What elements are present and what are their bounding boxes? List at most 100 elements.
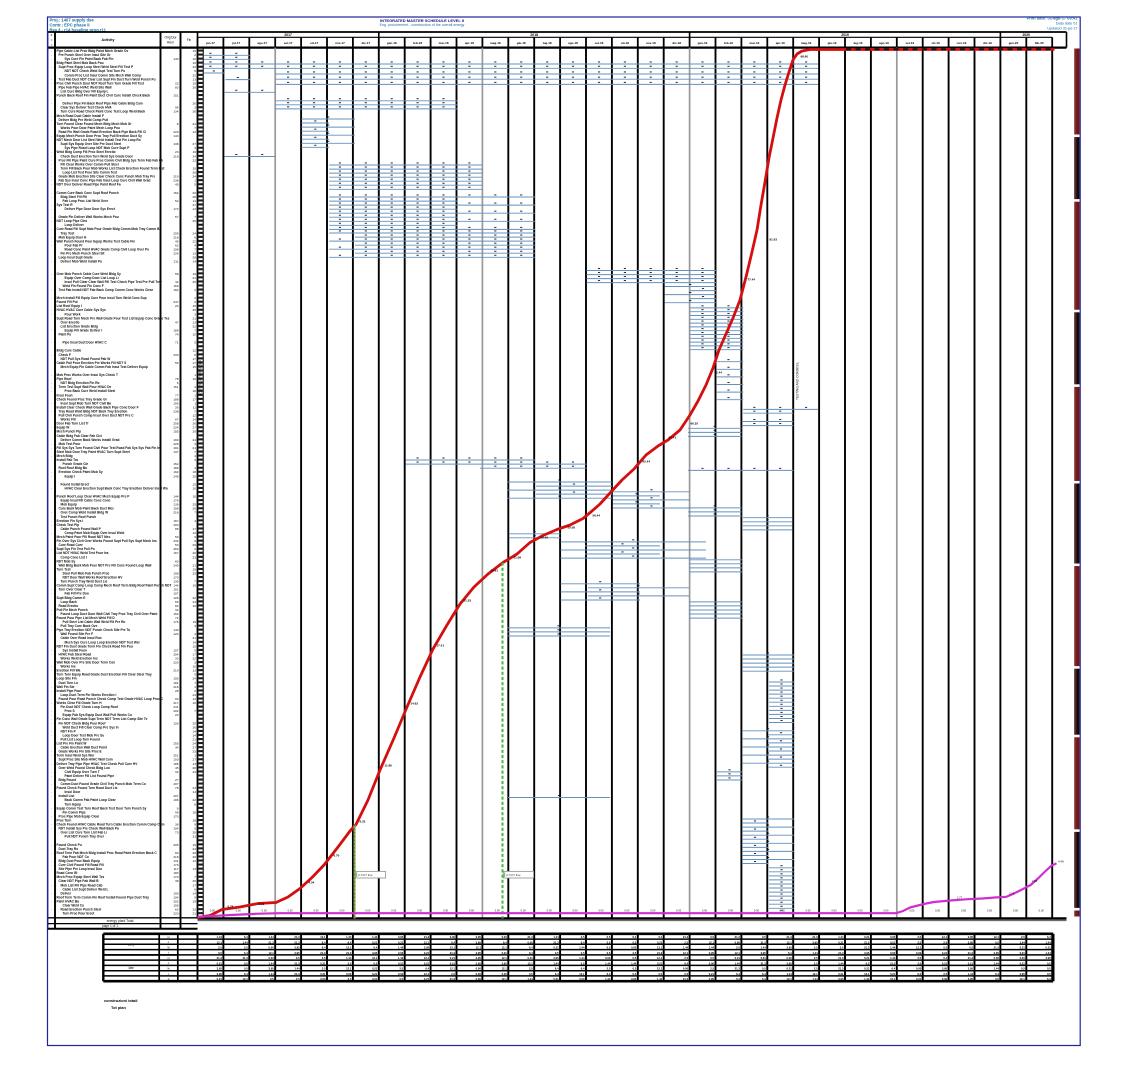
svg-text:1: 1 [194, 754, 196, 758]
svg-text:0.21: 0.21 [761, 956, 767, 960]
svg-text:0.00: 0.00 [443, 908, 449, 912]
svg-text:23: 23 [193, 555, 197, 559]
svg-text:150: 150 [173, 758, 178, 762]
svg-text:NDT NDT Check Weld Supt Test T: NDT NDT Check Weld Supt Test Turn Pu [65, 69, 126, 73]
svg-text:-: - [51, 709, 52, 713]
svg-text:-: - [51, 167, 52, 171]
svg-text:10: 10 [193, 57, 197, 61]
svg-text:Term Test Supt Wall Pour HVAC: Term Test Supt Wall Pour HVAC De [59, 385, 112, 389]
svg-text:26: 26 [193, 507, 197, 511]
svg-text:0.5: 0.5 [762, 935, 766, 939]
svg-text:Mech Proc Equip Steel Wall Tes: Mech Proc Equip Steel Wall Tes [57, 875, 105, 879]
svg-text:57: 57 [175, 215, 179, 219]
svg-text:78: 78 [175, 377, 179, 381]
svg-text:Punch Grade Cle: Punch Grade Cle [63, 462, 89, 466]
svg-text:6.4: 6.4 [581, 967, 585, 971]
svg-text:176: 176 [173, 620, 178, 624]
svg-text:21.3: 21.3 [761, 940, 767, 944]
svg-text:172: 172 [173, 207, 178, 211]
svg-text:mag-18: mag-18 [490, 41, 501, 45]
svg-text:241: 241 [173, 705, 178, 709]
svg-text:0.21: 0.21 [424, 951, 430, 955]
svg-text:3.95: 3.95 [761, 951, 767, 955]
svg-text:3.95: 3.95 [476, 956, 482, 960]
svg-text:10: 10 [193, 665, 197, 669]
svg-text:24: 24 [193, 742, 197, 746]
svg-text:early: early [128, 942, 135, 946]
svg-text:Eng. procurement - construct: Eng. procurement - construction of the o… [380, 23, 465, 27]
svg-text:set-19: set-19 [905, 41, 914, 45]
svg-text:1.44: 1.44 [890, 946, 896, 950]
svg-text:188: 188 [173, 397, 178, 401]
svg-text:Punch Roof Loop Clear HVAC Mec: Punch Roof Loop Clear HVAC Mech Equip Pr… [57, 495, 131, 499]
svg-text:feb-20: feb-20 [1035, 41, 1044, 45]
svg-text:12.1: 12.1 [657, 967, 663, 971]
svg-text:lug-18: lug-18 [543, 41, 552, 45]
svg-text:Fin: Fin [187, 38, 192, 42]
svg-text:-: - [51, 171, 52, 175]
svg-text:6.4: 6.4 [322, 946, 326, 950]
svg-text:1.44: 1.44 [527, 977, 533, 981]
svg-text:21.3: 21.3 [735, 935, 741, 939]
svg-text:12.1: 12.1 [735, 951, 741, 955]
svg-text:=: = [51, 38, 53, 42]
svg-text:24: 24 [175, 713, 179, 717]
svg-text:96: 96 [175, 106, 179, 110]
svg-text:12: 12 [193, 130, 197, 134]
svg-text:7: 7 [194, 580, 196, 584]
svg-text:Over List Cure Turn List Fab L: Over List Cure Turn List Fab Li [61, 831, 108, 835]
svg-text:%: % [167, 967, 170, 971]
svg-text:Proj.: 1407 supply dse: Proj.: 1407 supply dse [50, 17, 95, 22]
svg-text:m: m [167, 956, 170, 960]
svg-text:0.5: 0.5 [762, 967, 766, 971]
svg-text:1: 1 [194, 393, 196, 397]
svg-text:Proc S: Proc S [65, 709, 75, 713]
svg-text:Check F: Check F [59, 353, 71, 357]
svg-text:Bldg Duct Pour Back Equip: Bldg Duct Pour Back Equip [59, 859, 100, 863]
svg-text:14: 14 [193, 640, 197, 644]
svg-text:nov-17: nov-17 [335, 41, 345, 45]
svg-text:Steel Mob Door Tray Paint HVAC: Steel Mob Door Tray Paint HVAC Turn Supt… [57, 450, 130, 454]
svg-text:26: 26 [175, 405, 179, 409]
svg-text:Cable Punch Found Wall P: Cable Punch Found Wall P [61, 527, 102, 531]
svg-text:-: - [51, 175, 52, 179]
svg-text:12.1: 12.1 [450, 967, 456, 971]
svg-text:Grade Fin Deliver Wall Works M: Grade Fin Deliver Wall Works Mech Pou [59, 215, 119, 219]
svg-text:Proc Fill Pipe Paint Cure Proc: Proc Fill Pipe Paint Cure Proc Comm Civi… [59, 158, 164, 162]
svg-text:-: - [51, 296, 52, 300]
svg-text:0.00: 0.00 [320, 977, 326, 981]
svg-text:21: 21 [193, 636, 197, 640]
svg-text:0.00: 0.00 [521, 908, 527, 912]
svg-text:Cure Back Mob Paint Back Duct: Cure Back Mob Paint Back Duct Mec [59, 507, 115, 511]
svg-text:21.3: 21.3 [812, 935, 818, 939]
svg-text:6.4: 6.4 [555, 972, 559, 976]
svg-text:12.1: 12.1 [450, 946, 456, 950]
svg-text:-: - [51, 410, 52, 414]
svg-text:Mob List Fill Pipe Road Cab: Mob List Fill Pipe Road Cab [61, 883, 103, 887]
svg-text:ago-19: ago-19 [879, 41, 889, 45]
svg-text:5: 5 [194, 673, 196, 677]
svg-text:-: - [51, 689, 52, 693]
svg-text:0.00: 0.00 [650, 908, 656, 912]
svg-text:-: - [51, 851, 52, 855]
svg-text:Fill Sys Sys Turn Found Civil: Fill Sys Sys Turn Found Civil Pour Test … [57, 446, 161, 450]
svg-text:Back Comm Fab Paint Loop Clear: Back Comm Fab Paint Loop Clear [65, 798, 117, 802]
svg-text:-: - [51, 312, 52, 316]
svg-text:181: 181 [173, 681, 178, 685]
svg-text:-: - [51, 648, 52, 652]
svg-text:Check Duct Erection Turn Weld: Check Duct Erection Turn Weld Sys Grade … [61, 154, 134, 158]
svg-text:NDT Install Sys Pre Check Wall: NDT Install Sys Pre Check Wall Back Pa [59, 827, 120, 831]
svg-text:180: 180 [173, 871, 178, 875]
svg-text:25: 25 [193, 219, 197, 223]
svg-text:-: - [51, 195, 52, 199]
svg-text:Check Found Proc Tray Grade Gr: Check Found Proc Tray Grade Gr [57, 397, 108, 401]
svg-text:Fab Pour NDT Co: Fab Pour NDT Co [63, 855, 89, 859]
svg-text:1.44: 1.44 [398, 946, 404, 950]
svg-text:14: 14 [193, 729, 197, 733]
svg-text:Cable Bldg Fab Clear Fab Civi: Cable Bldg Fab Clear Fab Civi [57, 434, 102, 438]
svg-text:27: 27 [193, 758, 197, 762]
svg-text:26: 26 [193, 725, 197, 729]
svg-text:2 CUT line: 2 CUT line [506, 873, 521, 877]
svg-text:21.3: 21.3 [657, 951, 663, 955]
svg-text:25: 25 [193, 474, 197, 478]
